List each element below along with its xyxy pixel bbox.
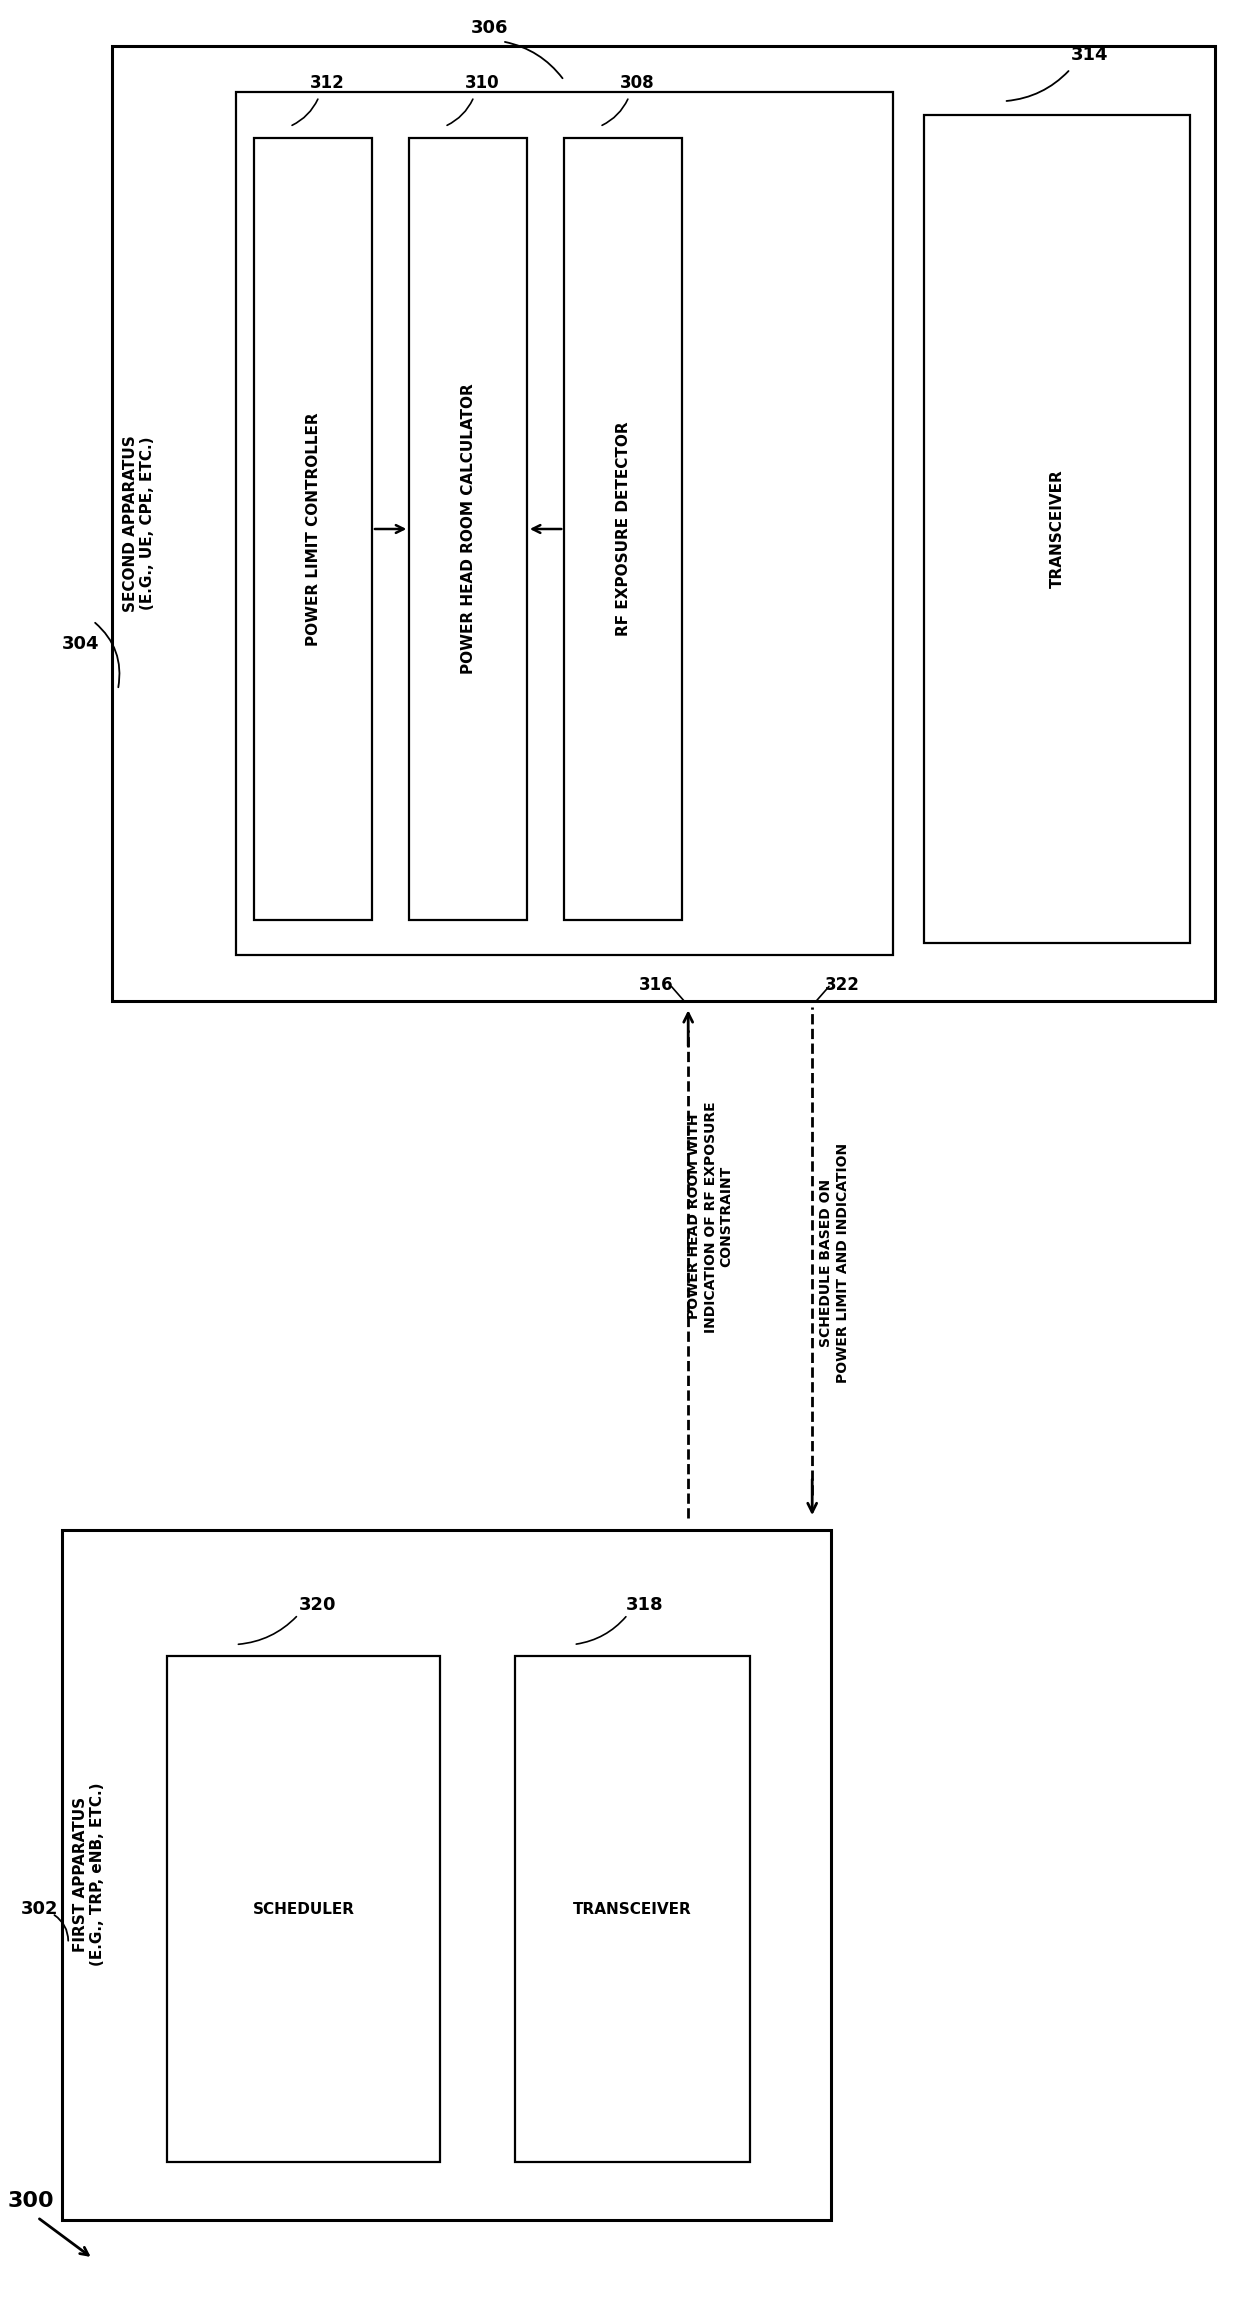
- Text: RF EXPOSURE DETECTOR: RF EXPOSURE DETECTOR: [615, 421, 631, 637]
- Bar: [167, 1656, 440, 2162]
- Text: 314: 314: [1070, 46, 1107, 64]
- Text: 304: 304: [62, 635, 99, 653]
- Bar: [112, 46, 1215, 1000]
- Text: 310: 310: [465, 74, 500, 92]
- Text: 316: 316: [639, 975, 673, 994]
- Text: TRANSCEIVER: TRANSCEIVER: [1049, 469, 1065, 589]
- Text: 306: 306: [471, 18, 508, 37]
- Text: 300: 300: [7, 2192, 55, 2210]
- Text: 312: 312: [310, 74, 345, 92]
- Text: 322: 322: [825, 975, 859, 994]
- Text: POWER HEAD ROOM WITH
INDICATION OF RF EXPOSURE
CONSTRAINT: POWER HEAD ROOM WITH INDICATION OF RF EX…: [687, 1102, 734, 1332]
- Text: POWER LIMIT CONTROLLER: POWER LIMIT CONTROLLER: [305, 412, 321, 646]
- Bar: [409, 138, 527, 920]
- Bar: [515, 1656, 750, 2162]
- Text: SCHEDULE BASED ON
POWER LIMIT AND INDICATION: SCHEDULE BASED ON POWER LIMIT AND INDICA…: [820, 1143, 849, 1382]
- Text: FIRST APPARATUS
(E.G., TRP, eNB, ETC.): FIRST APPARATUS (E.G., TRP, eNB, ETC.): [73, 1782, 105, 1966]
- Text: SCHEDULER: SCHEDULER: [253, 1902, 355, 1916]
- Bar: [236, 92, 893, 954]
- Text: 318: 318: [625, 1596, 663, 1615]
- Bar: [564, 138, 682, 920]
- Bar: [254, 138, 372, 920]
- Text: POWER HEAD ROOM CALCULATOR: POWER HEAD ROOM CALCULATOR: [460, 384, 476, 674]
- Bar: [924, 115, 1190, 943]
- Text: 308: 308: [620, 74, 655, 92]
- Bar: [62, 1530, 831, 2220]
- Text: SECOND APPARATUS
(E.G., UE, CPE, ETC.): SECOND APPARATUS (E.G., UE, CPE, ETC.): [123, 435, 155, 612]
- Text: TRANSCEIVER: TRANSCEIVER: [573, 1902, 692, 1916]
- Text: 302: 302: [21, 1900, 58, 1918]
- Text: 320: 320: [299, 1596, 336, 1615]
